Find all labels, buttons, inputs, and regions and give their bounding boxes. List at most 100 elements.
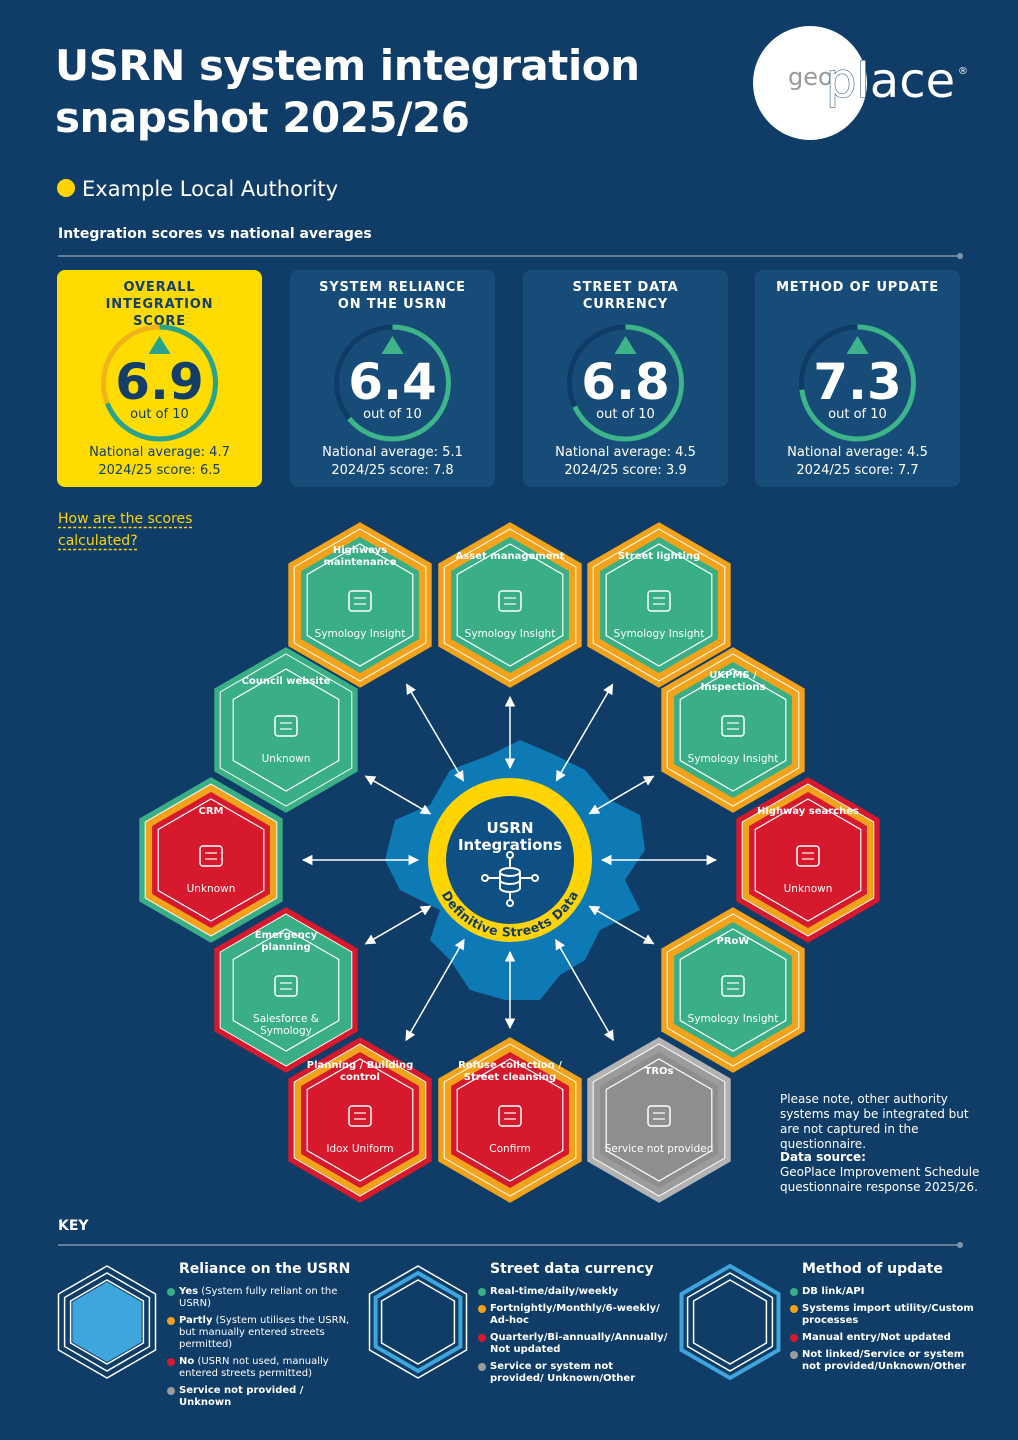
node-icon bbox=[274, 975, 298, 997]
node-system: Unknown bbox=[261, 753, 311, 765]
hex-outline bbox=[306, 543, 414, 667]
hex-reliance bbox=[301, 537, 419, 673]
gauge-arc bbox=[567, 324, 684, 442]
trend-up bbox=[846, 336, 869, 354]
center-icon bbox=[481, 851, 539, 907]
arrow bbox=[405, 938, 465, 1042]
arrow bbox=[588, 775, 655, 815]
help-link[interactable]: How are the scores calculated? bbox=[58, 511, 193, 549]
key-hex bbox=[63, 1272, 151, 1372]
score: 6.9 bbox=[115, 353, 204, 411]
node-system: Unknown bbox=[186, 883, 236, 895]
node-label: Planning / Building control bbox=[306, 1060, 414, 1083]
arrows bbox=[301, 683, 718, 1042]
key-swatch bbox=[478, 1288, 486, 1296]
score-card: SYSTEM RELIANCE ON THE USRN 6.4 out of 10 N… bbox=[290, 270, 495, 487]
scale-prefix: out of bbox=[596, 407, 634, 422]
score-card: STREET DATA CURRENCY 6.8 out of 10 National… bbox=[523, 270, 728, 487]
scale-prefix: out of bbox=[363, 407, 401, 422]
node-system: Confirm bbox=[489, 1143, 531, 1155]
hex-outline bbox=[456, 1058, 564, 1182]
national-average: National average: 4.7 bbox=[89, 445, 230, 460]
node-system: Symology Insight bbox=[687, 753, 779, 765]
node-label: Emergency planning bbox=[254, 930, 318, 953]
logo-name: place bbox=[826, 53, 955, 109]
logo-circle bbox=[753, 26, 867, 140]
node-icon bbox=[721, 715, 745, 737]
node-icon bbox=[647, 1105, 671, 1127]
key-text: (USRN not used, manually entered streets… bbox=[179, 1356, 329, 1379]
key-term: DB link/API bbox=[802, 1286, 865, 1297]
previous-score: 2024/25 score: 3.9 bbox=[564, 463, 687, 478]
key-item: No (USRN not used, manually entered stre… bbox=[167, 1356, 359, 1380]
gauge-arc bbox=[799, 324, 916, 442]
key-hex bbox=[57, 1265, 157, 1379]
key-swatch bbox=[167, 1387, 175, 1395]
key-hex bbox=[679, 1263, 781, 1381]
logo-registered: ® bbox=[958, 66, 968, 77]
key-term: Manual entry/Not updated bbox=[802, 1332, 951, 1343]
hex-outline bbox=[754, 798, 862, 922]
score-card: METHOD OF UPDATE 7.3 out of 10 National ave… bbox=[755, 270, 960, 487]
key-hex bbox=[686, 1272, 774, 1372]
key-item: Fortnightly/Monthly/6-weekly/ Ad-hoc bbox=[478, 1303, 670, 1327]
key-swatch bbox=[167, 1317, 175, 1325]
node-label: CRM bbox=[198, 806, 224, 817]
hex-reliance bbox=[674, 922, 792, 1058]
node-icon bbox=[199, 845, 223, 867]
key-term: Service or system not provided/ Unknown/… bbox=[490, 1361, 636, 1384]
key-swatch bbox=[167, 1358, 175, 1366]
arrow bbox=[364, 775, 432, 815]
node-label: Highways maintenance bbox=[323, 545, 397, 568]
national-average: National average: 5.1 bbox=[322, 445, 463, 460]
key-swatch bbox=[478, 1334, 486, 1342]
node-icon bbox=[796, 845, 820, 867]
key-item: DB link/API bbox=[790, 1286, 982, 1298]
hex-reliance bbox=[674, 662, 792, 798]
source-label: Data source: bbox=[780, 1150, 866, 1164]
scale-max: 10 bbox=[638, 407, 655, 422]
node-label: TROs bbox=[644, 1066, 674, 1077]
key-item: Manual entry/Not updated bbox=[790, 1332, 982, 1344]
gauge-arc bbox=[334, 324, 451, 442]
node-label: Highway searches bbox=[757, 806, 859, 817]
arrow bbox=[555, 938, 614, 1042]
key-item: Service not provided / Unknown bbox=[167, 1385, 359, 1409]
hex-outline bbox=[232, 928, 340, 1052]
hex-outline bbox=[605, 543, 713, 667]
key-term: Yes bbox=[179, 1286, 199, 1297]
national-average: National average: 4.5 bbox=[787, 445, 928, 460]
hex-outline bbox=[605, 1058, 713, 1182]
node-icon bbox=[721, 975, 745, 997]
card-title: SYSTEM RELIANCE ON THE USRN bbox=[319, 280, 466, 312]
key-item: Yes (System fully reliant on the USRN) bbox=[167, 1286, 359, 1310]
gauge-arc bbox=[101, 324, 218, 442]
previous-score: 2024/25 score: 7.7 bbox=[796, 463, 919, 478]
key-term: Service not provided / Unknown bbox=[179, 1385, 304, 1408]
key-hex bbox=[368, 1265, 468, 1379]
key-item: Quarterly/Bi-annually/Annually/ Not upda… bbox=[478, 1332, 670, 1356]
arrow bbox=[555, 683, 614, 782]
arrow bbox=[405, 683, 465, 782]
key-term: Not linked/Service or system not provide… bbox=[802, 1349, 966, 1372]
node-system: Symology Insight bbox=[314, 628, 406, 640]
key-item: Systems import utility/Custom processes bbox=[790, 1303, 982, 1327]
logo-prefix: geo bbox=[788, 63, 833, 91]
hex-outline bbox=[456, 543, 564, 667]
hex-outline bbox=[157, 798, 265, 922]
node-label: Council website bbox=[241, 676, 331, 687]
key-item: Service or system not provided/ Unknown/… bbox=[478, 1361, 670, 1385]
card-title: OVERALL INTEGRATION SCORE bbox=[105, 280, 214, 329]
score-scale: out of 10 bbox=[363, 407, 422, 422]
node-system: Idox Uniform bbox=[326, 1143, 394, 1155]
hex-reliance bbox=[600, 1052, 718, 1188]
key-swatch bbox=[790, 1305, 798, 1313]
hex-reliance bbox=[600, 537, 718, 673]
previous-score: 2024/25 score: 6.5 bbox=[98, 463, 221, 478]
key-term: Fortnightly/Monthly/6-weekly/ Ad-hoc bbox=[490, 1303, 660, 1326]
key-item: Partly (System utilises the USRN, but ma… bbox=[167, 1315, 359, 1351]
scale-max: 10 bbox=[405, 407, 422, 422]
